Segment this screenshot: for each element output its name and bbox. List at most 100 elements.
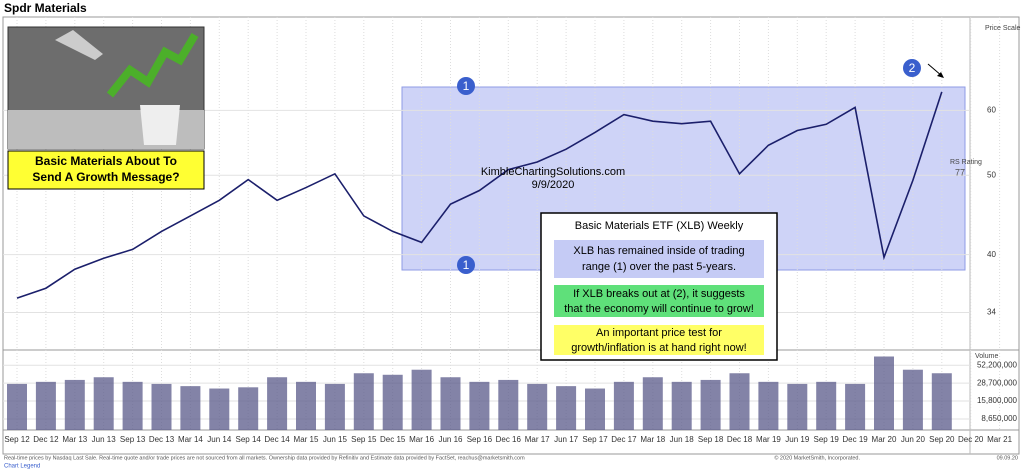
y-tick-label: 50	[987, 170, 996, 179]
volume-bar	[35, 381, 56, 430]
x-tick-label: Jun 19	[785, 435, 810, 444]
volume-bar	[93, 377, 114, 430]
watermark: KimbleChartingSolutions.com	[481, 166, 625, 178]
volume-bar	[845, 383, 866, 430]
photo-plant	[106, 32, 199, 98]
volume-bar	[64, 379, 85, 430]
x-tick-label: Sep 15	[351, 435, 377, 444]
x-tick-label: Sep 12	[4, 435, 30, 444]
info-blue	[554, 240, 764, 278]
chart-legend-link[interactable]: Chart Legend	[4, 464, 40, 470]
x-tick-label: Mar 20	[872, 435, 897, 444]
x-tick-label: Dec 13	[149, 435, 175, 444]
x-tick-label: Dec 20	[958, 435, 984, 444]
x-tick-label: Mar 19	[756, 435, 781, 444]
watermark-date: 9/9/2020	[532, 179, 575, 191]
marker-circle	[457, 77, 475, 95]
x-tick-label: Jun 13	[92, 435, 117, 444]
volume-bar	[498, 379, 519, 430]
info-green	[554, 285, 764, 317]
volume-bar	[353, 373, 374, 430]
x-tick-label: Sep 16	[467, 435, 493, 444]
x-tick-label: Mar 13	[62, 435, 87, 444]
volume-bar	[527, 383, 548, 430]
x-tick-label: Sep 20	[929, 435, 955, 444]
x-tick-label: Dec 17	[611, 435, 637, 444]
x-tick-label: Jun 16	[438, 435, 463, 444]
y-tick-label: 60	[987, 105, 996, 114]
marker-label: 2	[909, 61, 916, 75]
volume-bar	[122, 381, 143, 430]
volume-bar	[585, 388, 605, 430]
photo-pot	[140, 105, 180, 145]
volume-bar	[411, 369, 432, 430]
volume-bar	[469, 381, 490, 430]
plot: Sep 12 Dec 12 Mar 13 Jun 13 Sep 13 Dec 13 Mar …	[3, 17, 1018, 444]
volume-bar	[700, 379, 721, 430]
volume-bar	[209, 388, 230, 430]
x-tick-label: Mar 15	[294, 435, 319, 444]
volume-bar	[787, 383, 808, 430]
y-axis-label: Price Scale	[985, 25, 1021, 32]
volume-bar	[642, 377, 663, 430]
rs-value: 77	[955, 167, 965, 177]
volume-tick-label: 52,200,000	[977, 360, 1018, 369]
volume-bar	[296, 381, 316, 430]
x-tick-label: Dec 12	[33, 435, 59, 444]
x-tick-label: Mar 14	[178, 435, 203, 444]
volume-bar	[382, 374, 403, 430]
rs-label: RS Rating	[950, 159, 982, 166]
chart-title: Spdr Materials	[4, 1, 87, 15]
volume-bar	[238, 387, 259, 430]
info-yellow	[554, 325, 764, 355]
x-tick-label: Mar 21	[987, 435, 1012, 444]
x-tick-label: Dec 15	[380, 435, 406, 444]
caption-line: Basic Materials About To	[35, 154, 177, 168]
marker-label: 1	[463, 79, 470, 93]
marker-circle	[457, 256, 475, 274]
volume-bar	[324, 383, 345, 430]
picture	[7, 26, 205, 150]
photo-can	[55, 30, 103, 60]
volume-bar	[267, 377, 288, 430]
volume-bar	[671, 381, 692, 430]
price-line	[16, 91, 943, 299]
info-line: range (1) over the past 5-years.	[582, 261, 736, 273]
x-tick-label: Sep 18	[698, 435, 724, 444]
info-line: An important price test for	[596, 327, 722, 339]
x-tick-label: Sep 13	[120, 435, 146, 444]
volume-bar	[180, 386, 201, 430]
volume-bar	[816, 381, 837, 430]
marker-label: 1	[463, 258, 470, 272]
info-line: that the economy will continue to grow!	[564, 303, 754, 315]
x-tick-label: Mar 17	[525, 435, 550, 444]
volume-tick-label: 28,700,000	[977, 378, 1018, 387]
y-tick-label: 34	[987, 308, 996, 317]
marker-arrowhead	[937, 72, 944, 78]
x-tick-label: Mar 16	[409, 435, 434, 444]
info-line: If XLB breaks out at (2), it suggests	[573, 288, 745, 300]
x-tick-label: Dec 14	[264, 435, 290, 444]
x-tick-label: Sep 14	[236, 435, 262, 444]
caption-box	[7, 150, 205, 190]
x-tick-label: Dec 18	[727, 435, 753, 444]
x-tick-label: Dec 19	[842, 435, 868, 444]
caption-line: Send A Growth Message?	[32, 170, 179, 184]
volume-bar	[874, 356, 894, 430]
y-tick-label: 40	[987, 250, 996, 259]
marker-circle	[903, 59, 921, 77]
disclaimer: Real-time prices by Nasdaq Last Sale. Re…	[4, 455, 525, 461]
x-tick-label: Jun 15	[323, 435, 348, 444]
x-tick-label: Mar 18	[640, 435, 665, 444]
volume-bar	[556, 386, 577, 430]
info-line: XLB has remained inside of trading	[573, 245, 744, 257]
volume-bar	[931, 373, 952, 430]
copyright: © 2020 MarketSmith, Incorporated.	[774, 454, 860, 461]
volume-bar	[7, 383, 27, 430]
volume-bar	[613, 381, 634, 430]
stamp: 09.09.20	[997, 455, 1018, 461]
volume-tick-label: 8,650,000	[981, 414, 1017, 423]
volume-label: Volume	[975, 353, 998, 360]
info-line: growth/inflation is at hand right now!	[571, 342, 747, 354]
